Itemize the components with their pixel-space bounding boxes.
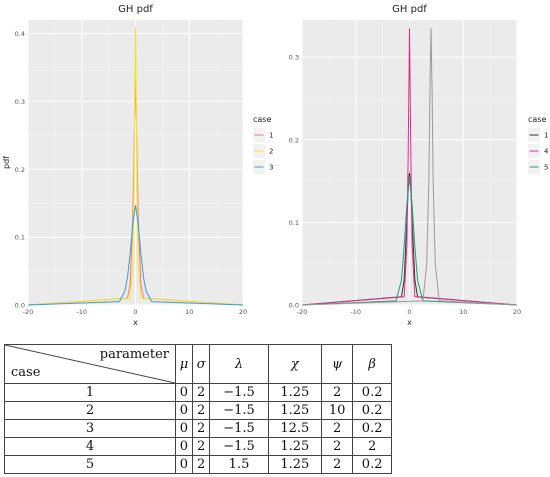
header-case-label: case xyxy=(11,365,41,380)
table-cell: 2 xyxy=(191,455,211,474)
table-row: 2 0 2 −1.5 1.25 10 0.2 xyxy=(4,401,392,420)
x-tick-label: -10 xyxy=(350,308,361,316)
case-cell: 5 xyxy=(4,455,176,474)
series-line-5 xyxy=(301,176,518,306)
legend-label: 5 xyxy=(544,164,548,172)
table-cell: 2 xyxy=(352,437,392,456)
series-line-unlabeled xyxy=(301,28,518,306)
x-tick-label: 20 xyxy=(239,308,247,316)
case-cell: 4 xyxy=(4,437,176,456)
y-tick-label: 0.1 xyxy=(289,219,299,227)
case-cell: 2 xyxy=(4,401,176,420)
legend-label: 3 xyxy=(269,164,273,172)
x-tick-label: 0 xyxy=(407,308,411,316)
table-cell: 0.2 xyxy=(352,401,392,420)
table-cell: 2 xyxy=(320,383,354,402)
x-axis-label: x xyxy=(407,318,412,327)
table-cell: 0 xyxy=(175,455,193,474)
x-tick-label: -20 xyxy=(297,308,308,316)
x-tick-label: 10 xyxy=(185,308,193,316)
table-cell: 1.5 xyxy=(209,455,269,474)
y-tick-label: 0.3 xyxy=(289,54,299,62)
column-header: σ xyxy=(191,344,211,384)
table-cell: 2 xyxy=(320,455,354,474)
table-cell: −1.5 xyxy=(209,383,269,402)
table-cell: 0 xyxy=(175,383,193,402)
table-cell: 0 xyxy=(175,437,193,456)
series-line-4 xyxy=(301,28,518,306)
x-tick-label: -10 xyxy=(76,308,87,316)
chart-title: GH pdf xyxy=(118,4,153,15)
column-header: μ xyxy=(175,344,193,384)
chart-title: GH pdf xyxy=(392,4,427,15)
table-cell: 2 xyxy=(191,383,211,402)
table-cell: 0.2 xyxy=(352,383,392,402)
y-tick-label: 0.4 xyxy=(15,30,25,38)
y-axis-label: pdf xyxy=(2,156,11,169)
table-cell: 1.25 xyxy=(267,383,323,402)
legend-label: 1 xyxy=(269,132,273,140)
table-cell: 2 xyxy=(191,437,211,456)
table-cell: 0.2 xyxy=(352,455,392,474)
series-line-2 xyxy=(27,26,244,306)
table-cell: −1.5 xyxy=(209,437,269,456)
table-cell: 12.5 xyxy=(267,419,323,438)
y-tick-label: 0.2 xyxy=(15,166,25,174)
column-header: β xyxy=(352,344,392,384)
x-tick-label: 0 xyxy=(133,308,137,316)
table-cell: 2 xyxy=(191,401,211,420)
column-header: χ xyxy=(267,344,323,384)
table-cell: −1.5 xyxy=(209,401,269,420)
table-cell: −1.5 xyxy=(209,419,269,438)
y-tick-label: 0.1 xyxy=(15,234,25,242)
chart-1: -20 -10 0 10 20 0.0 0.1 0.2 0.3 0.4 GH pdf x pdf case… xyxy=(2,4,273,327)
x-tick-label: 20 xyxy=(513,308,521,316)
table-row: 4 0 2 −1.5 1.25 2 2 xyxy=(4,437,392,456)
table-cell: 0.2 xyxy=(352,419,392,438)
y-tick-label: 0.3 xyxy=(15,98,25,106)
table-header-row: parameter case μ σ λ χ ψ β xyxy=(4,344,392,384)
series-line-1 xyxy=(301,172,518,306)
table-cell: 0 xyxy=(175,401,193,420)
column-header: ψ xyxy=(320,344,354,384)
case-cell: 3 xyxy=(4,419,176,438)
case-cell: 1 xyxy=(4,383,176,402)
series-line-3 xyxy=(27,205,244,306)
table-row: 5 0 2 1.5 1.25 2 0.2 xyxy=(4,455,392,474)
table-cell: 1.25 xyxy=(267,455,323,474)
table-corner-header: parameter case xyxy=(4,344,176,384)
x-tick-label: 10 xyxy=(459,308,467,316)
table-cell: 0 xyxy=(175,419,193,438)
column-header: λ xyxy=(209,344,269,384)
chart-2: -20 -10 0 10 20 0.0 0.1 0.2 0.3 GH pdf x case 1 4 5 xyxy=(289,4,549,327)
table-cell: 2 xyxy=(320,419,354,438)
legend-title: case xyxy=(528,115,546,124)
x-axis-label: x xyxy=(133,318,138,327)
y-tick-label: 0.0 xyxy=(289,302,299,310)
x-tick-label: -20 xyxy=(23,308,34,316)
header-parameter-label: parameter xyxy=(99,347,169,362)
legend-label: 4 xyxy=(544,148,549,156)
table-cell: 10 xyxy=(320,401,354,420)
legend-label: 2 xyxy=(269,148,273,156)
table-row: 1 0 2 −1.5 1.25 2 0.2 xyxy=(4,383,392,402)
table-cell: 2 xyxy=(191,419,211,438)
series-line-1 xyxy=(27,77,244,306)
y-tick-label: 0.0 xyxy=(15,302,25,310)
y-tick-label: 0.2 xyxy=(289,136,299,144)
table-cell: 1.25 xyxy=(267,401,323,420)
table-cell: 1.25 xyxy=(267,437,323,456)
legend-label: 1 xyxy=(544,132,548,140)
table-body: 1 0 2 −1.5 1.25 2 0.2 2 0 2 −1.5 1.25 10 0.2 3 0 2 −1.5 12… xyxy=(4,383,392,474)
charts-area: -20 -10 0 10 200.00.10.20.30.4GH pdfxpdfcase… xyxy=(2,4,549,327)
legend-title: case xyxy=(253,115,271,124)
table-row: 3 0 2 −1.5 12.5 2 0.2 xyxy=(4,419,392,438)
parameter-table: parameter case μ σ λ χ ψ β 1 0 2 −1.5 1.25 2 0… xyxy=(4,344,392,474)
table-cell: 2 xyxy=(320,437,354,456)
